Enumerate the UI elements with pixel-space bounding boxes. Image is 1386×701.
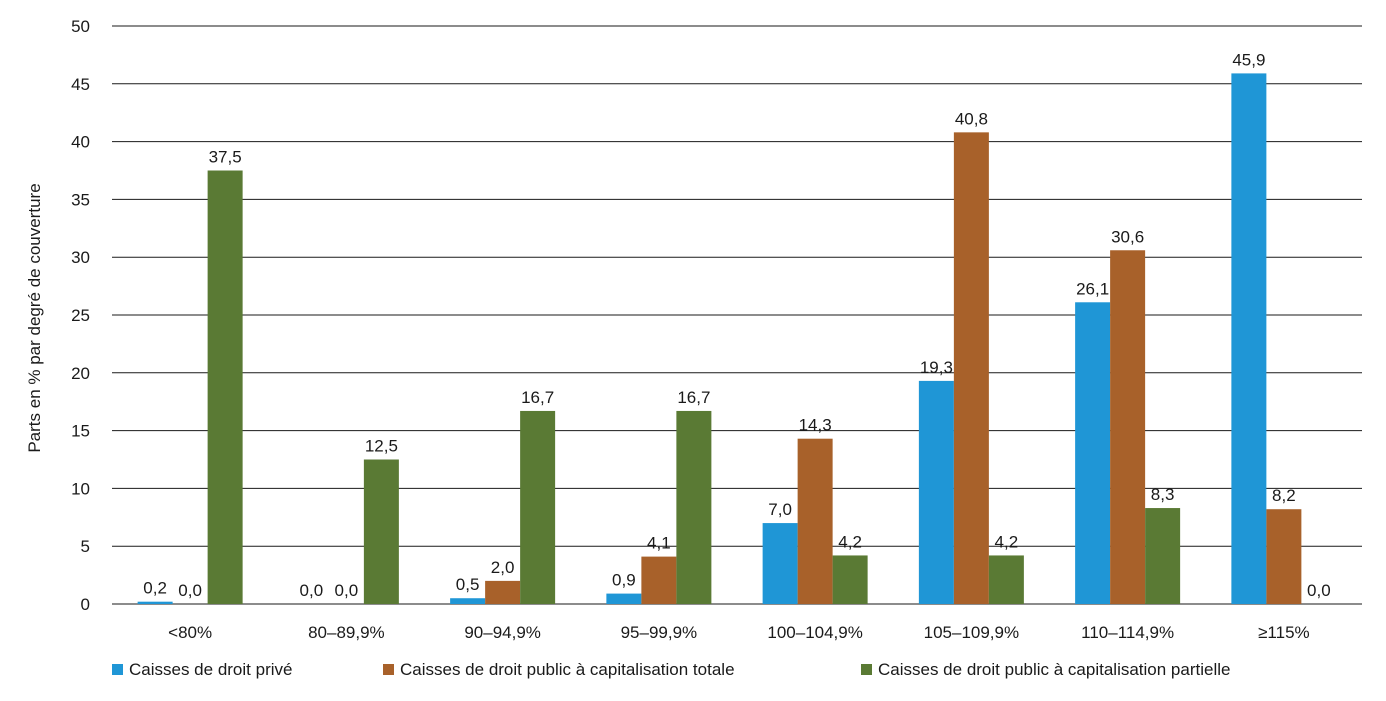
legend: Caisses de droit privé Caisses de droit p… (112, 660, 1230, 679)
data-label-series2-2: 0,0 (335, 581, 359, 600)
y-tick-label: 50 (71, 17, 90, 36)
data-label-series3-1: 37,5 (209, 148, 242, 167)
bar-series2-7 (1110, 250, 1146, 604)
x-axis-ticks: <80% 80–89,9% 90–94,9% 95–99,9% 100–104,9% 10… (168, 623, 1310, 642)
legend-label-1: Caisses de droit privé (129, 660, 292, 679)
data-label-series1-3: 0,5 (456, 575, 480, 594)
data-label-series3-6: 4,2 (995, 532, 1019, 551)
x-tick-label: 110–114,9% (1081, 623, 1174, 642)
data-label-series1-5: 7,0 (768, 500, 792, 519)
y-tick-label: 25 (71, 306, 90, 325)
data-label-series2-8: 8,2 (1272, 486, 1296, 505)
y-axis-ticks: 0 5 10 15 20 25 30 35 40 45 50 (71, 17, 90, 614)
data-label-series2-7: 30,6 (1111, 227, 1144, 246)
data-label-series2-6: 40,8 (955, 109, 988, 128)
data-label-series2-3: 2,0 (491, 558, 515, 577)
y-tick-label: 40 (71, 133, 90, 152)
x-tick-label: 80–89,9% (308, 623, 385, 642)
bar-series2-3 (485, 580, 521, 604)
data-label-series1-6: 19,3 (920, 358, 953, 377)
bar-series2-6 (953, 132, 989, 605)
data-label-series2-4: 4,1 (647, 534, 671, 553)
legend-swatch-3 (861, 664, 872, 675)
data-label-series3-4: 16,7 (677, 388, 710, 407)
bar-series1-6 (918, 380, 954, 604)
data-label-series1-2: 0,0 (300, 581, 324, 600)
x-tick-label: 105–109,9% (924, 623, 1019, 642)
bar-series3-4 (676, 410, 712, 604)
data-label-series3-3: 16,7 (521, 388, 554, 407)
y-tick-label: 30 (71, 248, 90, 267)
data-label-series3-2: 12,5 (365, 437, 398, 456)
bar-series1-1 (137, 601, 173, 604)
bar-series3-7 (1145, 508, 1181, 604)
bar-series3-6 (988, 555, 1024, 604)
legend-label-2: Caisses de droit public à capitalisation… (400, 660, 735, 679)
data-label-series3-5: 4,2 (838, 532, 862, 551)
x-tick-label: 90–94,9% (464, 623, 541, 642)
x-tick-label: 100–104,9% (767, 623, 862, 642)
data-label-series1-1: 0,2 (143, 579, 167, 598)
bar-series1-3 (450, 598, 486, 604)
legend-item-1: Caisses de droit privé (112, 660, 292, 679)
bar-series1-8 (1231, 73, 1267, 605)
data-label-series3-7: 8,3 (1151, 485, 1175, 504)
bar-series2-5 (797, 438, 833, 604)
y-tick-label: 0 (81, 595, 90, 614)
data-label-series2-1: 0,0 (178, 581, 202, 600)
bar-series3-3 (520, 410, 556, 604)
y-tick-label: 35 (71, 190, 90, 209)
legend-item-3: Caisses de droit public à capitalisation… (861, 660, 1230, 679)
y-tick-label: 15 (71, 422, 90, 441)
bars (137, 73, 1302, 605)
bar-series3-2 (363, 459, 399, 604)
legend-label-3: Caisses de droit public à capitalisation… (878, 660, 1230, 679)
bar-series2-4 (641, 556, 677, 604)
bar-series2-8 (1266, 509, 1302, 604)
data-label-series1-4: 0,9 (612, 571, 636, 590)
gridlines (112, 25, 1362, 605)
legend-swatch-2 (383, 664, 394, 675)
y-axis-title: Parts en % par degré de couverture (25, 183, 44, 452)
data-label-series3-8: 0,0 (1307, 581, 1331, 600)
bar-series3-1 (207, 170, 243, 604)
bar-series1-5 (762, 523, 798, 604)
x-tick-label: 95–99,9% (621, 623, 698, 642)
y-tick-label: 5 (81, 537, 90, 556)
bar-series3-5 (832, 555, 868, 604)
y-tick-label: 20 (71, 364, 90, 383)
data-label-series2-5: 14,3 (799, 416, 832, 435)
data-label-series1-8: 45,9 (1232, 50, 1265, 69)
x-tick-label: <80% (168, 623, 212, 642)
x-tick-label: ≥115% (1258, 623, 1310, 642)
bar-series1-4 (606, 593, 642, 604)
data-label-series1-7: 26,1 (1076, 279, 1109, 298)
legend-swatch-1 (112, 664, 123, 675)
y-tick-label: 10 (71, 479, 90, 498)
data-labels: 0,2 0,0 37,5 0,0 0,0 12,5 0,5 2,0 16,7 0,9 4,1 16,7… (143, 50, 1330, 600)
legend-item-2: Caisses de droit public à capitalisation… (383, 660, 735, 679)
bar-series1-7 (1075, 302, 1111, 604)
y-tick-label: 45 (71, 75, 90, 94)
